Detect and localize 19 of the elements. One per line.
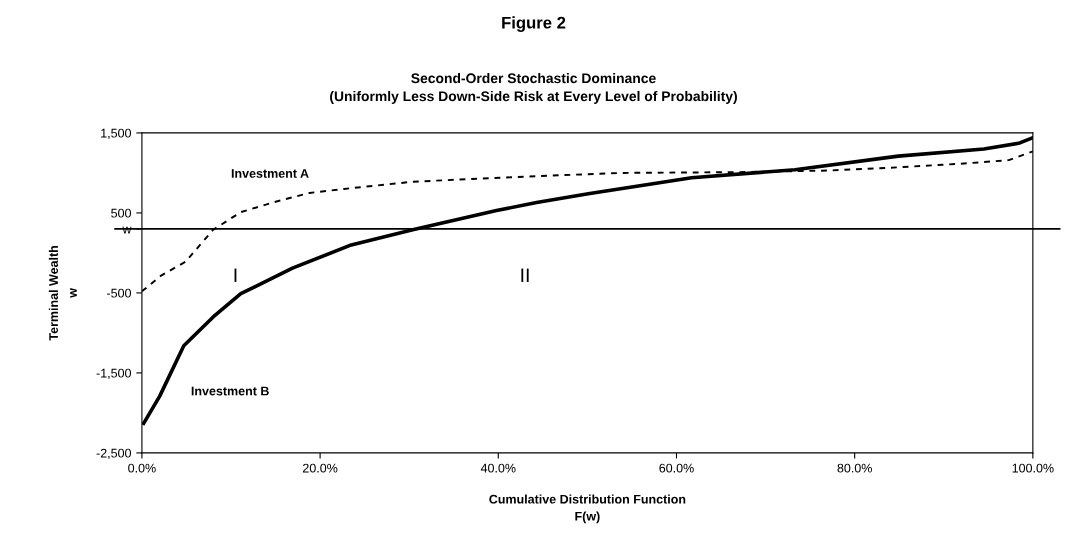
chart-subtitle: Second-Order Stochastic Dominance (Uniformly Less Down-Side Risk at Every Level of Probability) (330, 72, 737, 104)
series-label: Investment A (231, 169, 309, 178)
y-tick-label: 1,500 (101, 128, 132, 140)
y-tick-label: -2,500 (96, 448, 132, 460)
y-axis-title: Terminal Wealth w (48, 245, 77, 341)
y-tick-label: 500 (111, 208, 132, 218)
chart-title: Figure 2 (502, 16, 566, 32)
x-tick-label: 0.0% (128, 463, 156, 473)
y-tick-label: -500 (107, 288, 132, 298)
annotation: I (234, 268, 237, 282)
x-tick-label: 20.0% (303, 463, 338, 473)
series-label: Investment B (191, 386, 269, 396)
y-tick-label: -1,500 (96, 368, 132, 380)
x-tick-label: 80.0% (837, 463, 872, 473)
x-tick-label: 40.0% (480, 463, 516, 473)
x-tick-label: 100.0% (1012, 463, 1054, 473)
x-axis-title: Cumulative Distribution Function F(w) (489, 494, 686, 524)
x-tick-label: 60.0% (659, 463, 694, 473)
annotation: II (521, 268, 529, 282)
